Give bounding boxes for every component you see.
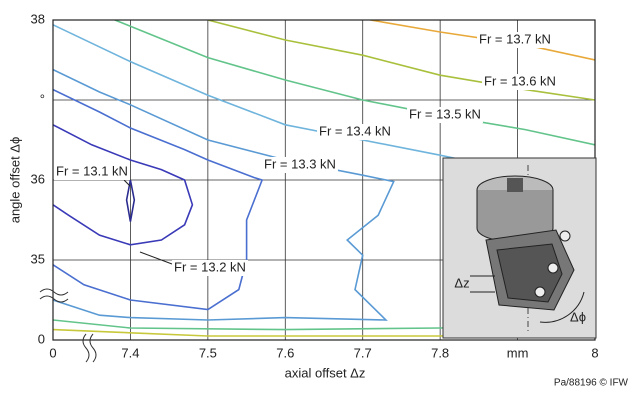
label-leader <box>140 252 172 264</box>
y-tick-label: 38 <box>31 11 45 26</box>
credit: Pa/88196 © IFW <box>554 378 629 389</box>
contour-label: Fr = 13.1 kN <box>56 163 128 178</box>
y-break-mark <box>40 289 68 295</box>
x-tick-label: 8 <box>591 345 598 360</box>
contour-line <box>53 70 394 320</box>
inset-shape <box>535 287 545 297</box>
contour-label: Fr = 13.6 kN <box>484 73 556 88</box>
x-break-mark <box>83 334 89 362</box>
inset-shape <box>507 178 523 192</box>
x-tick-label: 7.6 <box>276 345 294 360</box>
contour-label: Fr = 13.4 kN <box>319 123 391 138</box>
chart: Fr = 13.7 kN Fr = 13.6 kN Fr = 13.5 kN Fr =… <box>0 0 632 390</box>
inset-label: Δz <box>454 275 469 290</box>
contour-line <box>53 25 471 162</box>
inset: Δz Δϕ <box>443 158 596 338</box>
contour-label: Fr = 13.2 kN <box>174 259 246 274</box>
inset-shape <box>560 231 570 241</box>
contour-line <box>53 125 192 245</box>
inset-label: Δϕ <box>570 309 586 324</box>
inset-shape <box>548 263 558 273</box>
x-tick-label: 7.8 <box>431 345 449 360</box>
y-tick-label: ° <box>40 91 45 106</box>
contour-label: Fr = 13.3 kN <box>264 156 336 171</box>
contour-label: Fr = 13.5 kN <box>409 106 481 121</box>
contour-label: Fr = 13.7 kN <box>479 31 551 46</box>
x-axis-title: axial offset Δz <box>285 365 366 380</box>
y-tick-label: 35 <box>31 251 45 266</box>
x-tick-label: 7.4 <box>121 345 139 360</box>
x-break-mark <box>90 334 96 362</box>
x-tick-label: 7.7 <box>354 345 372 360</box>
x-tick-label: 7.5 <box>199 345 217 360</box>
y-axis-title: angle offset Δϕ <box>7 137 22 224</box>
y-tick-label: 0 <box>38 331 45 346</box>
contour-line <box>53 90 262 310</box>
y-tick-label: 36 <box>31 171 45 186</box>
x-tick-label: mm <box>507 345 529 360</box>
x-tick-label: 0 <box>49 345 56 360</box>
